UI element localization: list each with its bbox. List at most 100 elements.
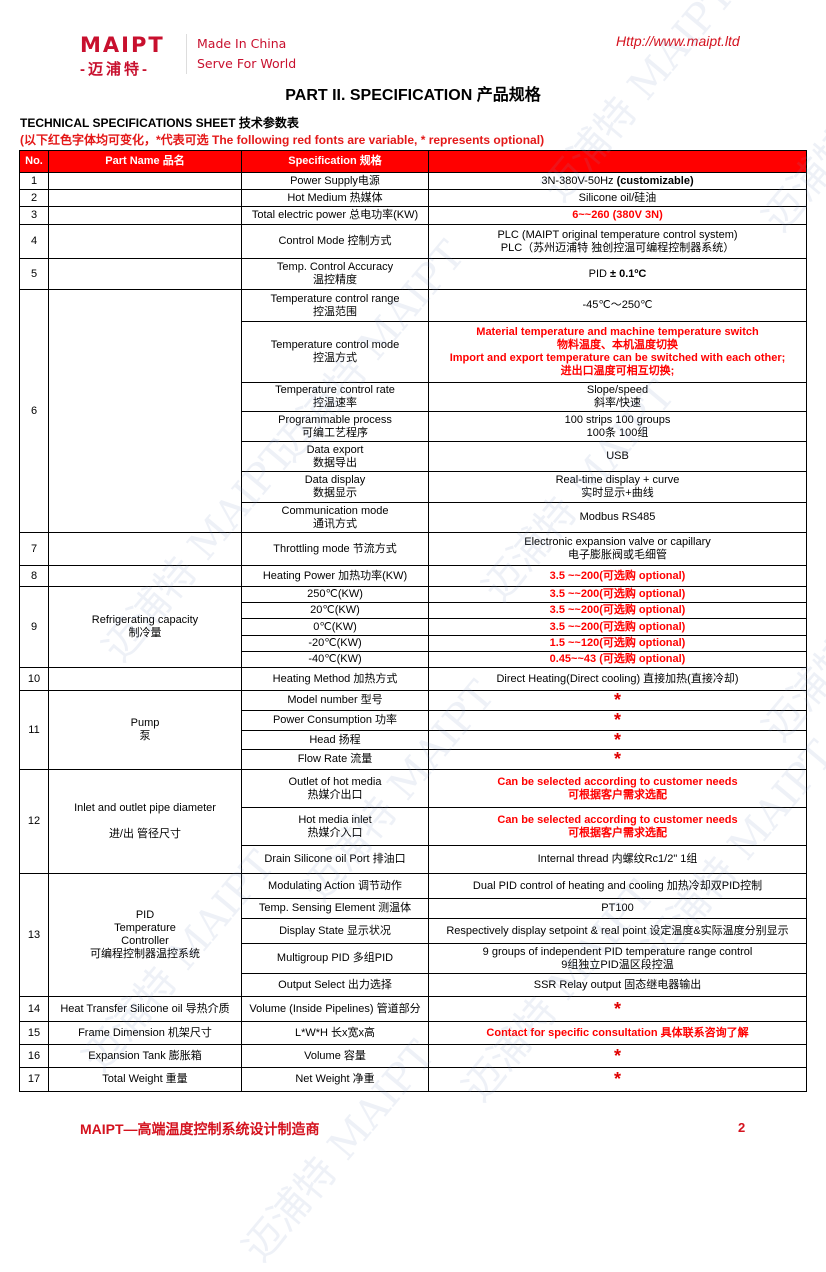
- value-text: Modbus RS485: [579, 511, 656, 523]
- specification-cell: Output Select 出力选择: [241, 973, 429, 997]
- value-cell: *: [428, 1067, 807, 1092]
- value-bold-text: ± 0.1ºC: [610, 267, 647, 280]
- value-cell: Electronic expansion valve or capillary …: [428, 532, 807, 566]
- slogan-line-1: Made In China: [197, 36, 287, 51]
- row-number: 3: [19, 206, 49, 225]
- value-cell: Silicone oil/硅油: [428, 189, 807, 207]
- value-text: Contact for specific consultation 具体联系咨询…: [486, 1026, 749, 1039]
- row-number: 5: [19, 258, 49, 290]
- value-cell: Can be selected according to customer ne…: [428, 769, 807, 808]
- value-cell: *: [428, 710, 807, 731]
- specification-cell: Hot media inlet 热媒介入口: [241, 807, 429, 846]
- specification-cell: Data display 数据显示: [241, 471, 429, 503]
- value-cell: *: [428, 690, 807, 711]
- footer-slogan: MAIPT—高端温度控制系统设计制造商: [80, 1121, 320, 1137]
- part-name-cell: Inlet and outlet pipe diameter 进/出 管径尺寸: [48, 769, 242, 874]
- value-text: Can be selected according to customer ne…: [497, 813, 738, 839]
- table-row: 0℃(KW) 3.5 ~~200(可选购 optional): [20, 618, 807, 636]
- table-row: -20℃(KW) 1.5 ~~120(可选购 optional): [20, 635, 807, 652]
- value-cell: Real-time display + curve 实时显示+曲线: [428, 471, 807, 503]
- specification-cell: Power Supply电源: [241, 172, 429, 190]
- table-row: 1 Power Supply电源 3N-380V-50Hz (customizabl…: [19, 172, 807, 190]
- specification-cell: Control Mode 控制方式: [241, 224, 429, 259]
- value-cell: Dual PID control of heating and cooling …: [428, 873, 807, 899]
- specification-cell: Display State 显示状况: [241, 918, 429, 944]
- specification-cell: Total electric power 总电功率(KW): [241, 206, 429, 225]
- part-name-cell: [48, 172, 242, 190]
- value-cell: Internal thread 内螺纹Rc1/2" 1组: [428, 845, 807, 874]
- value-text: 9 groups of independent PID temperature …: [482, 945, 753, 971]
- value-cell: Material temperature and machine tempera…: [428, 321, 807, 383]
- row-number: 2: [19, 189, 49, 207]
- page-number: 2: [738, 1120, 746, 1135]
- row-number: 7: [19, 532, 49, 566]
- value-cell: -45℃～250℃: [428, 289, 807, 322]
- specification-cell: Volume 容量: [241, 1044, 429, 1068]
- value-text: PT100: [601, 902, 634, 914]
- part-name-cell: [48, 667, 242, 691]
- part-name-cell: Expansion Tank 膨胀箱: [48, 1044, 242, 1068]
- table-row: 20℃(KW) 3.5 ~~200(可选购 optional): [20, 602, 807, 619]
- part-name-cell: Heat Transfer Silicone oil 导热介质: [48, 996, 242, 1022]
- specification-cell: -40℃(KW): [241, 651, 429, 668]
- row-number: 1: [19, 172, 49, 190]
- specification-cell: Drain Silicone oil Port 排油口: [241, 845, 429, 874]
- value-text: Direct Heating(Direct cooling) 直接加热(直接冷却…: [496, 672, 739, 685]
- table-row: Programmable process 可编工艺程序 100 strips 10…: [20, 411, 807, 442]
- value-text: PLC (MAIPT original temperature control …: [497, 228, 738, 254]
- value-cell: 3.5 ~~200(可选购 optional): [428, 565, 807, 587]
- specification-cell: L*W*H 长x宽x高: [241, 1021, 429, 1045]
- value-text: *: [613, 998, 621, 1019]
- value-cell: Slope/speed 斜率/快速: [428, 382, 807, 412]
- specification-cell: Head 扬程: [241, 730, 429, 750]
- table-row: Data export 数据导出 USB: [20, 441, 807, 472]
- table-row: Drain Silicone oil Port 排油口 Internal thre…: [20, 845, 807, 874]
- row-number: 13: [19, 873, 49, 997]
- value-text: PID: [588, 267, 611, 280]
- value-text: *: [613, 710, 621, 730]
- part-name-cell: [48, 532, 242, 566]
- table-row: Display State 显示状况 Respectively display s…: [20, 918, 807, 944]
- table-row: Output Select 出力选择 SSR Relay output 固态继电器…: [20, 973, 807, 997]
- value-text: *: [613, 1069, 621, 1089]
- value-cell: 3.5 ~~200(可选购 optional): [428, 586, 807, 603]
- specification-cell: Net Weight 净重: [241, 1067, 429, 1092]
- value-text: 3.5 ~~200(可选购 optional): [549, 588, 686, 600]
- value-text: Silicone oil/硅油: [578, 191, 657, 204]
- value-cell: Contact for specific consultation 具体联系咨询…: [428, 1021, 807, 1045]
- row-number: 10: [19, 667, 49, 691]
- specification-cell: Heating Method 加热方式: [241, 667, 429, 691]
- value-cell: USB: [428, 441, 807, 472]
- table-row: 3 Total electric power 总电功率(KW) 6~~260 (38…: [19, 206, 807, 225]
- spec-table: No. Part Name 品名 Specification 规格 1 Power…: [19, 150, 807, 1092]
- specification-cell: Modulating Action 调节动作: [241, 873, 429, 899]
- logo-text: MAIPT: [80, 33, 165, 57]
- specification-cell: 0℃(KW): [241, 618, 429, 636]
- value-cell: Direct Heating(Direct cooling) 直接加热(直接冷却…: [428, 667, 807, 691]
- specification-cell: Temperature control range 控温范围: [241, 289, 429, 322]
- table-row: 4 Control Mode 控制方式 PLC (MAIPT original te…: [19, 224, 807, 259]
- value-text: 0.45~~43 (可选购 optional): [549, 653, 686, 665]
- value-cell: PID ± 0.1ºC: [428, 258, 807, 290]
- specification-cell: Heating Power 加热功率(KW): [241, 565, 429, 587]
- table-row: 8 Heating Power 加热功率(KW) 3.5 ~~200(可选购 opt…: [19, 565, 807, 587]
- value-text: Slope/speed 斜率/快速: [586, 384, 649, 409]
- part-name-cell: [48, 258, 242, 290]
- value-text: SSR Relay output 固态继电器输出: [533, 978, 702, 991]
- value-cell: *: [428, 996, 807, 1022]
- value-cell: 3.5 ~~200(可选购 optional): [428, 602, 807, 619]
- specification-cell: Hot Medium 热媒体: [241, 189, 429, 207]
- specification-cell: Programmable process 可编工艺程序: [241, 411, 429, 442]
- table-row: Data display 数据显示 Real-time display + cur…: [20, 471, 807, 503]
- specification-cell: -20℃(KW): [241, 635, 429, 652]
- value-text: Internal thread 内螺纹Rc1/2" 1组: [537, 853, 698, 865]
- logo-cn: -迈浦特-: [80, 61, 150, 78]
- row-number: 16: [19, 1044, 49, 1068]
- specification-cell: Outlet of hot media 热媒介出口: [241, 769, 429, 808]
- value-cell: *: [428, 1044, 807, 1068]
- specification-cell: Data export 数据导出: [241, 441, 429, 472]
- specification-cell: Communication mode 通讯方式: [241, 502, 429, 533]
- specification-cell: Temperature control mode 控温方式: [241, 321, 429, 383]
- part-name-cell: [48, 289, 242, 533]
- table-header-row: No. Part Name 品名 Specification 规格: [19, 150, 807, 173]
